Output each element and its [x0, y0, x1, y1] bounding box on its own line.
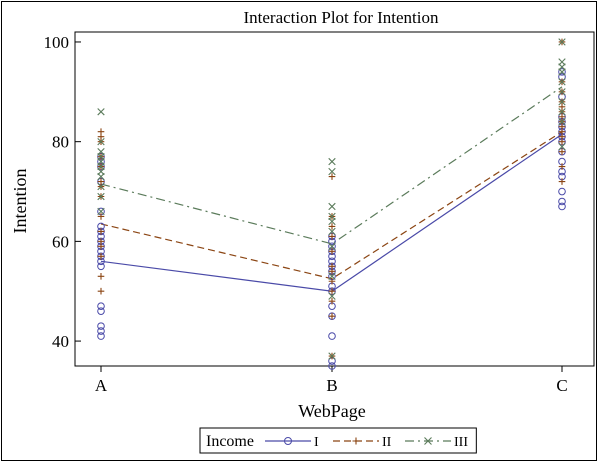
legend-marker-I: [284, 437, 292, 445]
point-I-A-3: [97, 307, 105, 315]
point-I-A-5: [97, 262, 105, 271]
point-III-B-8: [328, 167, 336, 176]
point-III-B-6: [328, 212, 336, 221]
chart-title: Interaction Plot for Intention: [244, 8, 439, 27]
point-III-C-9: [558, 38, 566, 46]
point-II-B-1: [328, 312, 336, 320]
point-I-C-0: [558, 202, 566, 211]
point-III-A-2: [97, 182, 105, 191]
point-II-A-2: [97, 253, 105, 260]
y-axis-label: Intention: [10, 169, 30, 234]
point-II-B-2: [328, 297, 336, 305]
point-III-B-3: [328, 242, 336, 251]
legend: Income I II III: [199, 427, 477, 454]
legend-entries: I II III: [265, 435, 468, 450]
data-points: [97, 38, 566, 370]
legend-label-I: I: [314, 435, 319, 450]
point-I-A-4: [97, 302, 105, 310]
point-II-B-11: [328, 173, 336, 180]
point-II-B-4: [328, 277, 336, 285]
x-axis-label: WebPage: [298, 401, 366, 421]
legend-label-II: II: [382, 435, 392, 450]
point-III-C-2: [558, 108, 566, 116]
legend-label-III: III: [454, 435, 468, 450]
y-tick-label-60: 60: [52, 232, 69, 251]
plot-area: [74, 31, 595, 367]
legend-marker-III: [424, 437, 432, 445]
point-II-A-1: [97, 272, 105, 280]
point-III-B-2: [328, 272, 336, 280]
point-II-A-4: [97, 238, 105, 245]
point-III-C-5: [558, 78, 566, 86]
point-II-A-14: [97, 128, 105, 136]
x-tick-label-B: B: [326, 376, 337, 395]
point-III-C-4: [558, 88, 566, 96]
y-tick-label-100: 100: [44, 33, 70, 52]
point-III-A-10: [97, 108, 105, 116]
point-III-A-1: [97, 192, 105, 201]
y-tick-label-80: 80: [52, 133, 69, 152]
point-I-B-2: [328, 332, 336, 340]
x-tick-label-C: C: [556, 376, 567, 395]
point-I-B-0: [328, 362, 336, 370]
point-I-A-0: [97, 332, 105, 340]
point-II-A-0: [97, 287, 105, 295]
point-III-B-1: [328, 292, 336, 300]
point-II-B-3: [328, 287, 336, 295]
point-III-B-4: [328, 227, 336, 236]
point-III-B-9: [328, 157, 336, 166]
point-II-B-9: [328, 223, 336, 230]
y-axis: 40 60 80 100: [44, 33, 81, 351]
point-III-A-0: [97, 207, 105, 216]
point-II-A-6: [97, 213, 105, 220]
point-II-A-9: [97, 178, 105, 185]
y-tick-label-40: 40: [52, 332, 69, 351]
mean-line-III: [100, 86, 563, 245]
point-II-C-1: [558, 163, 566, 170]
point-II-B-7: [328, 248, 336, 255]
point-II-C-2: [558, 148, 566, 155]
point-I-C-1: [558, 197, 566, 206]
point-III-B-7: [328, 202, 336, 211]
point-III-B-0: [328, 352, 336, 360]
point-I-C-15: [558, 68, 566, 76]
point-II-B-6: [328, 262, 336, 270]
point-III-C-0: [558, 142, 566, 151]
point-I-A-2: [97, 322, 105, 330]
x-axis: A B C: [95, 366, 568, 395]
mean-lines: [100, 86, 563, 292]
legend-marker-II: [352, 437, 360, 445]
point-III-A-9: [97, 137, 105, 146]
point-III-C-3: [558, 98, 566, 106]
x-tick-label-A: A: [95, 376, 108, 395]
point-III-A-8: [97, 147, 105, 156]
point-II-B-8: [328, 233, 336, 240]
point-III-C-8: [558, 58, 566, 66]
point-II-C-0: [558, 178, 566, 185]
point-I-A-1: [97, 327, 105, 335]
point-II-A-5: [97, 228, 105, 235]
legend-title: Income: [206, 433, 254, 450]
point-I-C-2: [558, 187, 566, 196]
point-III-C-1: [558, 118, 566, 126]
